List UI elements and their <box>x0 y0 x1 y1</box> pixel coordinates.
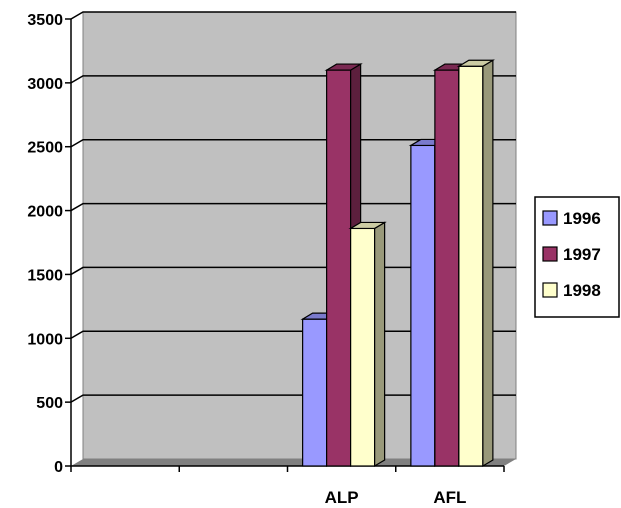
gridline <box>70 75 516 84</box>
bar <box>348 221 387 468</box>
y-tick-label: 2000 <box>27 204 63 221</box>
x-tick-label: AFL <box>433 488 466 507</box>
bars <box>300 59 496 468</box>
y-tick-label: 2500 <box>27 140 63 157</box>
legend-swatch <box>542 210 558 226</box>
x-tick-label: ALP <box>325 488 359 507</box>
legend-swatch <box>542 282 558 298</box>
y-tick-label: 3000 <box>27 76 63 93</box>
y-tick-label: 1000 <box>27 331 63 348</box>
bar <box>324 63 363 468</box>
y-tick-label: 3500 <box>27 12 63 29</box>
legend-label: 1996 <box>563 209 601 228</box>
gridline <box>70 138 516 148</box>
bar <box>456 59 496 468</box>
chart-floor <box>71 459 516 466</box>
legend-label: 1998 <box>563 281 601 300</box>
legend-swatch <box>542 246 558 262</box>
y-tick-label: 500 <box>36 395 63 412</box>
legend: 1996 1997 1998 <box>534 196 620 318</box>
gridline <box>70 202 516 212</box>
y-tick-label: 0 <box>54 459 63 476</box>
gridline <box>70 11 516 20</box>
x-tick-labels: ALP AFL <box>325 488 467 507</box>
legend-label: 1997 <box>563 245 601 264</box>
y-tick-labels: 0 500 1000 1500 2000 2500 3000 3500 <box>27 12 63 476</box>
y-tick-label: 1500 <box>27 267 63 284</box>
